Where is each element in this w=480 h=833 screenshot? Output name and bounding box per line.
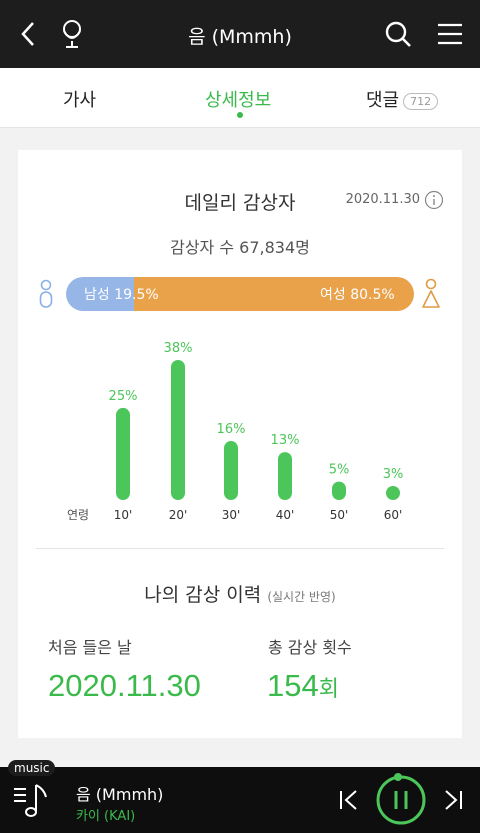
history-subtitle: (실시간 반영) bbox=[267, 590, 336, 604]
age-value-label-1: 38% bbox=[164, 341, 193, 356]
age-value-label-4: 5% bbox=[329, 463, 350, 478]
age-bar-0 bbox=[116, 407, 130, 500]
stats-date: 2020.11.30 bbox=[345, 192, 420, 207]
tab-details[interactable]: 상세정보 bbox=[205, 90, 272, 111]
tab-comments-label: 댓글 bbox=[366, 90, 400, 111]
mini-player[interactable]: 음 (Mmmh) 카이 (KAI) bbox=[0, 767, 480, 833]
total-plays-value: 154회 bbox=[267, 668, 339, 704]
info-icon[interactable] bbox=[424, 190, 444, 214]
age-value-label-0: 25% bbox=[109, 389, 138, 404]
listener-count: 감상자 수 67,834명 bbox=[170, 238, 310, 257]
age-value-label-5: 3% bbox=[383, 467, 404, 482]
player-artist: 카이 (KAI) bbox=[76, 809, 136, 824]
search-icon[interactable] bbox=[380, 16, 416, 52]
age-tick-label-2: 30' bbox=[222, 508, 241, 522]
male-ratio-label: 남성 19.5% bbox=[84, 287, 159, 303]
age-axis-label: 연령 bbox=[67, 508, 89, 522]
age-tick-label-0: 10' bbox=[114, 508, 133, 522]
male-icon bbox=[38, 279, 54, 313]
tab-lyrics[interactable]: 가사 bbox=[63, 90, 97, 111]
next-icon[interactable] bbox=[442, 789, 464, 815]
male-ratio-fill bbox=[66, 277, 134, 311]
song-title: 음 (Mmmh) bbox=[188, 26, 292, 48]
age-bar-chart: 연령 25% 10' 38% 20' 16% 30' 13% 40' 5% 50' 3% 60' bbox=[67, 341, 404, 522]
gender-ratio-bar bbox=[66, 277, 414, 311]
comment-count-badge: 712 bbox=[403, 92, 439, 110]
age-value-label-3: 13% bbox=[271, 433, 300, 448]
active-tab-indicator bbox=[237, 112, 243, 118]
age-bar-3 bbox=[278, 452, 292, 500]
total-plays-label: 총 감상 횟수 bbox=[268, 638, 352, 657]
female-icon bbox=[421, 278, 441, 314]
menu-icon[interactable] bbox=[432, 16, 468, 52]
top-bar: 음 (Mmmh) bbox=[0, 0, 480, 68]
age-tick-label-1: 20' bbox=[169, 508, 188, 522]
age-bar-2 bbox=[224, 441, 238, 500]
history-title-text: 나의 감상 이력 bbox=[144, 584, 262, 606]
back-icon[interactable] bbox=[10, 16, 46, 52]
pause-button[interactable] bbox=[374, 773, 428, 831]
age-tick-label-5: 60' bbox=[384, 508, 403, 522]
first-listened-value: 2020.11.30 bbox=[48, 668, 201, 703]
music-tag: music bbox=[8, 760, 56, 776]
playlist-icon[interactable] bbox=[12, 781, 52, 825]
total-plays-number: 154 bbox=[267, 668, 319, 703]
tab-comments[interactable]: 댓글 712 bbox=[366, 86, 439, 112]
age-bar-5 bbox=[386, 486, 400, 500]
tab-bar: 가사 상세정보 댓글 712 bbox=[0, 68, 480, 128]
first-listened-label: 처음 들은 날 bbox=[48, 638, 132, 657]
age-tick-label-4: 50' bbox=[330, 508, 349, 522]
age-value-label-2: 16% bbox=[217, 422, 246, 437]
previous-icon[interactable] bbox=[338, 789, 360, 815]
stats-card: 데일리 감상자 2020.11.30 감상자 수 67,834명 남성 19.5… bbox=[18, 150, 462, 738]
female-ratio-label: 여성 80.5% bbox=[320, 287, 395, 303]
total-plays-unit: 회 bbox=[318, 677, 339, 702]
section-divider bbox=[36, 548, 444, 549]
daily-listeners-title: 데일리 감상자 bbox=[184, 192, 296, 214]
age-tick-label-3: 40' bbox=[276, 508, 295, 522]
player-song-title: 음 (Mmmh) bbox=[76, 785, 164, 804]
female-ratio-fill bbox=[133, 277, 414, 311]
age-bar-1 bbox=[171, 360, 185, 500]
microphone-icon[interactable] bbox=[54, 16, 90, 52]
age-bar-4 bbox=[332, 481, 346, 500]
listening-history-title: 나의 감상 이력 (실시간 반영) bbox=[18, 580, 462, 607]
